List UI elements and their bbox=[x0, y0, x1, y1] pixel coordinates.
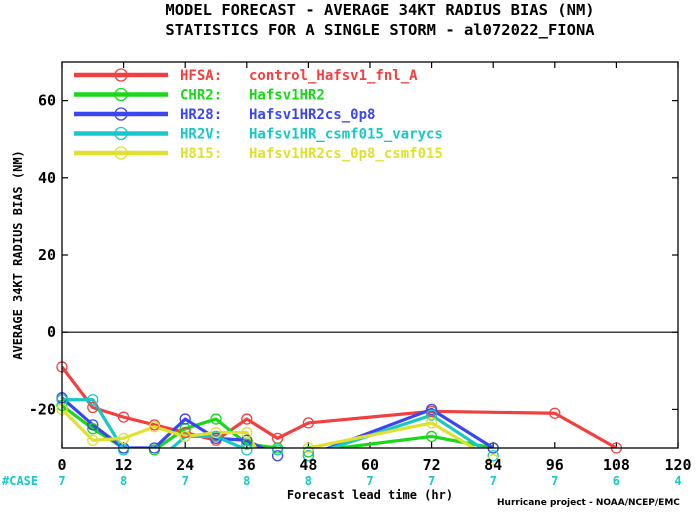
x-tick-label: 24 bbox=[176, 456, 194, 474]
legend-desc: control_Hafsv1_fnl_A bbox=[249, 68, 418, 84]
data-point bbox=[87, 434, 99, 446]
data-point bbox=[425, 430, 438, 443]
data-point bbox=[425, 409, 438, 421]
data-point bbox=[210, 430, 222, 443]
legend-desc: Hafsv1HR_csmf015_varycs bbox=[249, 127, 443, 143]
series-layer bbox=[62, 365, 618, 448]
data-point bbox=[241, 444, 253, 456]
y-tick-label: 40 bbox=[38, 169, 56, 187]
data-point bbox=[117, 432, 130, 445]
case-count: 7 bbox=[551, 474, 558, 488]
legend: HFSA: control_Hafsv1_fnl_A CHR2: Hafsv1HR2 H… bbox=[74, 68, 443, 162]
data-point bbox=[210, 413, 222, 425]
plot-frame bbox=[61, 61, 679, 449]
data-point bbox=[549, 407, 561, 419]
case-count: 7 bbox=[366, 474, 373, 488]
case-count: 7 bbox=[58, 474, 65, 488]
case-count: 8 bbox=[305, 474, 312, 488]
data-point bbox=[271, 444, 284, 456]
data-point bbox=[117, 444, 130, 456]
data-point bbox=[179, 430, 191, 443]
case-count: 8 bbox=[120, 474, 127, 488]
legend-desc: Hafsv1HR2 bbox=[249, 88, 325, 104]
case-counts: #CASE 7 8 7 8 8 7 7 7 7 6 4 bbox=[2, 474, 682, 488]
x-tick-label: 0 bbox=[57, 456, 66, 474]
x-tick-label: 108 bbox=[603, 456, 630, 474]
tick-labels: -20 0 20 40 60 0 12 24 36 48 60 72 84 96 108 120 bbox=[29, 92, 692, 474]
legend-name: HR28: bbox=[180, 107, 222, 123]
x-tick-label: 12 bbox=[115, 456, 133, 474]
data-point bbox=[87, 419, 99, 431]
y-axis-label: AVERAGE 34KT RADIUS BIAS (NM) bbox=[11, 150, 25, 360]
credit-text: Hurricane project - NOAA/NCEP/EMC bbox=[497, 498, 680, 508]
y-tick-label: 60 bbox=[38, 92, 56, 110]
data-point bbox=[241, 413, 253, 425]
legend-name: CHR2: bbox=[180, 88, 222, 104]
x-axis-label: Forecast lead time (hr) bbox=[287, 488, 453, 502]
x-tick-label: 84 bbox=[484, 456, 502, 474]
data-point bbox=[87, 423, 99, 435]
legend-marker bbox=[114, 107, 128, 121]
x-tick-label: 120 bbox=[664, 456, 691, 474]
legend-name: HR2V: bbox=[180, 127, 222, 143]
data-point bbox=[87, 401, 99, 414]
legend-desc: Hafsv1HR2cs_0p8 bbox=[249, 107, 375, 123]
chart-subtitle: STATISTICS FOR A SINGLE STORM - al072022… bbox=[165, 21, 595, 39]
data-point bbox=[302, 450, 315, 462]
data-point bbox=[271, 450, 284, 462]
data-point bbox=[425, 403, 438, 416]
data-point bbox=[210, 426, 222, 439]
y-tick-label: -20 bbox=[29, 400, 56, 418]
legend-marker bbox=[114, 126, 128, 141]
y-tick-label: 20 bbox=[38, 246, 56, 264]
series-line bbox=[62, 398, 485, 448]
legend-marker bbox=[114, 87, 128, 102]
series-line bbox=[62, 365, 618, 448]
data-point bbox=[117, 411, 130, 423]
case-count: 7 bbox=[490, 474, 497, 488]
data-point bbox=[241, 426, 253, 439]
x-tick-label: 48 bbox=[299, 456, 317, 474]
legend-marker bbox=[114, 68, 128, 82]
data-point bbox=[487, 450, 499, 462]
legend-name: H815: bbox=[180, 146, 222, 162]
case-label: #CASE bbox=[2, 474, 38, 488]
x-tick-label: 72 bbox=[423, 456, 441, 474]
legend-marker bbox=[114, 146, 128, 160]
case-count: 7 bbox=[428, 474, 435, 488]
data-point bbox=[179, 413, 191, 425]
case-count: 6 bbox=[613, 474, 620, 488]
data-point bbox=[241, 438, 253, 450]
chart-title: MODEL FORECAST - AVERAGE 34KT RADIUS BIA… bbox=[165, 1, 594, 19]
case-count: 7 bbox=[182, 474, 189, 488]
series-line bbox=[62, 408, 477, 448]
legend-name: HFSA: bbox=[180, 68, 222, 84]
data-point bbox=[179, 426, 191, 439]
data-point bbox=[302, 417, 315, 429]
data-point bbox=[487, 453, 499, 466]
case-count: 4 bbox=[674, 474, 681, 488]
data-point bbox=[302, 446, 315, 458]
x-tick-label: 96 bbox=[546, 456, 564, 474]
y-tick-label: 0 bbox=[47, 323, 56, 341]
data-point bbox=[425, 417, 438, 429]
legend-desc: Hafsv1HR2cs_0p8_csmf015 bbox=[249, 146, 443, 162]
x-tick-label: 60 bbox=[361, 456, 379, 474]
data-point bbox=[87, 394, 99, 406]
data-point bbox=[148, 421, 161, 433]
case-count: 8 bbox=[243, 474, 250, 488]
x-tick-label: 36 bbox=[238, 456, 256, 474]
